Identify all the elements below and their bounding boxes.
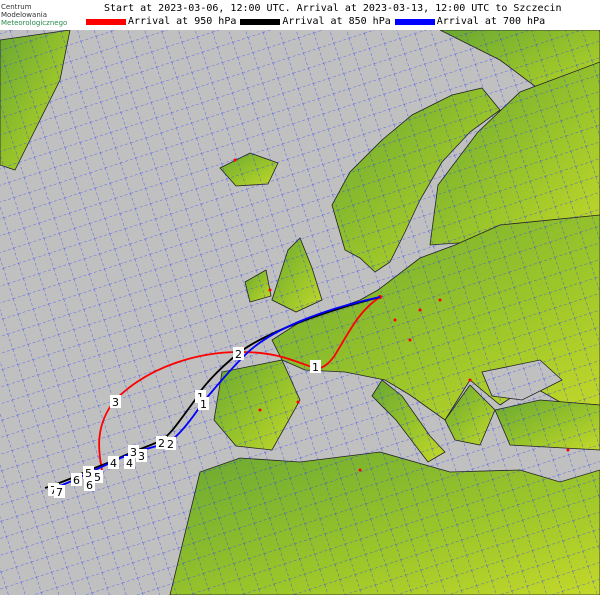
marker-part (71, 473, 82, 486)
city-dot (468, 378, 472, 382)
marker-label: 2 (235, 348, 242, 361)
marker-part (136, 449, 147, 462)
marker-part (110, 395, 121, 408)
city-dot (233, 158, 237, 162)
city-dot (296, 400, 300, 404)
city-dot (358, 468, 362, 472)
legend-swatch-950 (86, 18, 126, 25)
legend-label-950: Arrival at 950 hPa (128, 16, 237, 27)
marker-label: 3 (112, 396, 119, 409)
city-dot (393, 318, 397, 322)
marker-part (310, 360, 321, 373)
marker-700-7: 7 (54, 485, 65, 499)
marker-label: 6 (86, 479, 93, 492)
marker-part (124, 456, 135, 469)
marker-part (54, 485, 65, 498)
marker-700-4: 4 (124, 456, 135, 470)
marker-part (92, 470, 103, 483)
legend-label-850: Arrival at 850 hPa (282, 16, 391, 27)
lat-lon-grid (0, 30, 600, 595)
logo-line: Modelowania (1, 11, 47, 19)
marker-700-6: 6 (84, 478, 95, 492)
marker-part (156, 436, 167, 449)
marker-part (83, 466, 94, 479)
trajectory-map[interactable]: 1 2 3 1 2 3 4 5 6 7 1 2 3 4 5 6 7 (0, 30, 600, 595)
marker-label: 6 (73, 474, 80, 487)
legend-swatch-700 (394, 18, 435, 25)
marker-850-5: 5 (83, 466, 94, 480)
marker-850-2: 2 (156, 436, 167, 450)
logo-line: Meteorologicznego (1, 19, 68, 27)
marker-700-5: 5 (92, 470, 103, 484)
marker-part (165, 437, 176, 450)
legend: Arrival at 950 hPa Arrival at 850 hPa Ar… (86, 16, 549, 27)
city-dot (268, 288, 272, 292)
logo-line: Centrum (1, 3, 32, 11)
city-dot (566, 448, 570, 452)
city-dot (438, 298, 442, 302)
city-dot (418, 308, 422, 312)
marker-label: 2 (158, 437, 165, 450)
marker-part (195, 390, 206, 403)
marker-label: 5 (94, 471, 101, 484)
city-dot (258, 408, 262, 412)
trajectory-markers: 1 2 3 1 2 3 4 5 6 7 1 2 3 4 5 6 7 (48, 347, 321, 499)
map-title: Start at 2023-03-06, 12:00 UTC. Arrival … (104, 3, 562, 14)
marker-part (128, 445, 139, 458)
marker-label: 7 (56, 486, 63, 499)
header: Centrum Modelowania Meteorologicznego St… (0, 0, 600, 30)
marker-950-2: 2 (233, 347, 244, 361)
legend-swatch-850 (240, 18, 281, 25)
marker-950-1: 1 (310, 360, 321, 374)
marker-700-2: 2 (165, 437, 176, 451)
marker-label: 4 (110, 457, 117, 470)
marker-label: 2 (167, 438, 174, 451)
marker-850-6: 6 (71, 473, 82, 487)
marker-700-1: 1 (198, 397, 209, 411)
cities (233, 158, 570, 472)
marker-label: 1 (312, 361, 319, 374)
marker-850-7: 7 (48, 483, 59, 497)
marker-700-3: 3 (136, 449, 147, 463)
marker-part (48, 483, 59, 496)
marker-label: 4 (126, 457, 133, 470)
marker-part (108, 456, 119, 469)
marker-label: 5 (85, 467, 92, 480)
logo: Centrum Modelowania Meteorologicznego (1, 3, 67, 27)
marker-850-4: 4 (108, 456, 119, 470)
marker-950-3: 3 (110, 395, 121, 409)
marker-label: 7 (50, 484, 57, 497)
marker-label: 3 (130, 446, 137, 459)
marker-850-3: 3 (128, 445, 139, 459)
marker-part (233, 347, 244, 360)
city-dot (408, 338, 412, 342)
marker-label: 3 (138, 450, 145, 463)
marker-label: 1 (200, 398, 207, 411)
marker-part (198, 397, 209, 410)
legend-label-700: Arrival at 700 hPa (436, 16, 546, 27)
marker-part (84, 478, 95, 491)
